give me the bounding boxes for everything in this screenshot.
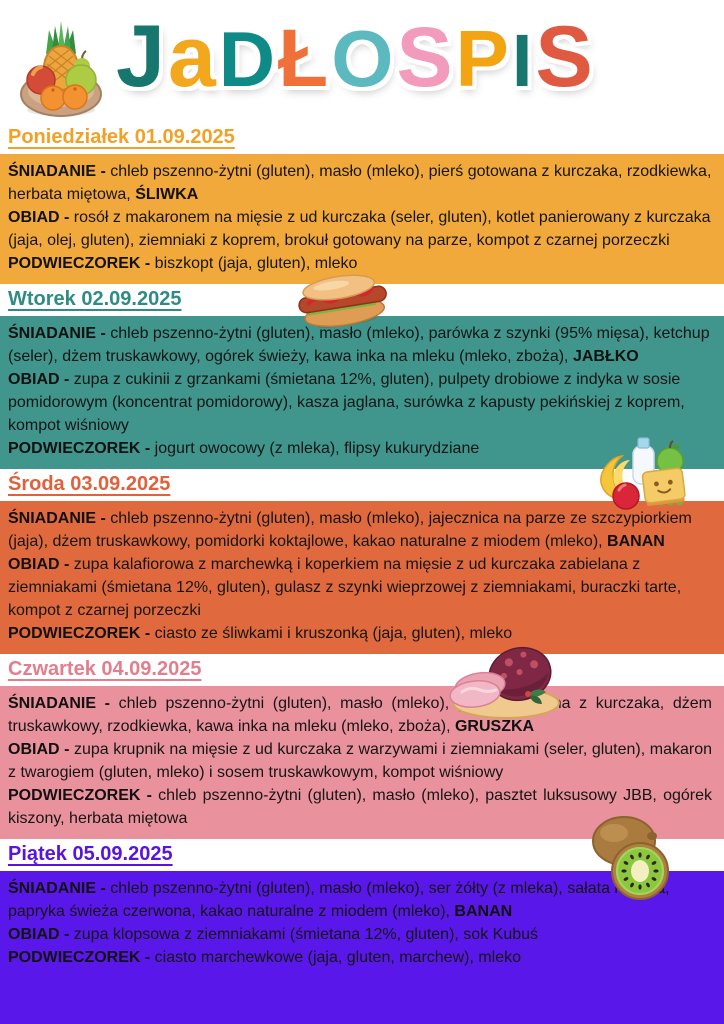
day-menu: ŚNIADANIE - chleb pszenno-żytni (gluten)…	[0, 154, 724, 284]
meal-lunch: OBIAD - zupa kalafiorowa z marchewką i k…	[8, 553, 712, 622]
meal-text: chleb pszenno-żytni (gluten), masło (mle…	[8, 510, 692, 550]
meal-text: rosół z makaronem na mięsie z ud kurczak…	[8, 209, 711, 249]
meal-text: zupa krupnik na mięsie z ud kurczaka z w…	[8, 741, 712, 781]
meal-text: zupa klopsowa z ziemniakami (śmietana 12…	[73, 926, 539, 943]
meal-label: OBIAD -	[8, 926, 74, 943]
title-letter: Ł	[278, 13, 332, 104]
meal-text: biszkopt (jaja, gluten), mleko	[154, 255, 358, 272]
title-letter: J	[116, 6, 168, 105]
day-menu: ŚNIADANIE - chleb pszenno-żytni (gluten)…	[0, 871, 724, 1024]
meal-snack: PODWIECZOREK - ciasto ze śliwkami i krus…	[8, 622, 712, 645]
title-letter: O	[331, 14, 397, 103]
meal-label: ŚNIADANIE -	[8, 695, 119, 712]
meal-highlight: BANAN	[454, 903, 513, 920]
meal-highlight: ŚLIWKA	[135, 186, 199, 203]
meal-snack: PODWIECZOREK - jogurt owocowy (z mleka),…	[8, 437, 712, 460]
meal-text: chleb pszenno-żytni (gluten), masło (mle…	[8, 325, 710, 365]
meal-text: chleb pszenno-żytni (gluten), masło (mle…	[8, 787, 712, 827]
breakfast-set-icon	[600, 437, 686, 510]
hotdog-icon	[298, 274, 387, 328]
meal-text: chleb pszenno-żytni (gluten), masło (mle…	[8, 695, 713, 735]
meal-label: PODWIECZOREK -	[8, 949, 155, 966]
ham-icon	[449, 646, 560, 719]
meal-label: OBIAD -	[8, 209, 74, 226]
day-menu: ŚNIADANIE - chleb pszenno-żytni (gluten)…	[0, 501, 724, 654]
meal-lunch: OBIAD - zupa z cukinii z grzankami (śmie…	[8, 368, 712, 437]
meal-text: ciasto marchewkowe (jaja, gluten, marche…	[154, 949, 522, 966]
title-letter: a	[167, 9, 219, 105]
meal-snack: PODWIECZOREK - chleb pszenno-żytni (glut…	[8, 784, 712, 830]
meal-lunch: OBIAD - rosół z makaronem na mięsie z ud…	[8, 206, 712, 252]
meal-text: ciasto ze śliwkami i kruszonką (jaja, gl…	[154, 625, 513, 642]
day-title: Poniedziałek 01.09.2025	[0, 122, 724, 154]
meal-text: chleb pszenno-żytni (gluten), masło (mle…	[8, 163, 712, 203]
meal-snack: PODWIECZOREK - biszkopt (jaja, gluten), …	[8, 252, 712, 275]
title-letter: P	[455, 14, 512, 103]
meal-breakfast: ŚNIADANIE - chleb pszenno-żytni (gluten)…	[8, 877, 712, 923]
meal-text: zupa kalafiorowa z marchewką i koperkiem…	[8, 556, 682, 619]
meal-highlight: JABŁKO	[572, 348, 639, 365]
day-section-tuesday: Wtorek 02.09.2025 ŚNIADANIE - chleb psze…	[0, 284, 724, 469]
meal-label: PODWIECZOREK -	[8, 787, 159, 804]
meal-label: ŚNIADANIE -	[8, 325, 111, 342]
meal-text: chleb pszenno-żytni (gluten), masło (mle…	[8, 880, 670, 920]
day-title: Czwartek 04.09.2025	[0, 654, 724, 686]
meal-lunch: OBIAD - zupa klopsowa z ziemniakami (śmi…	[8, 923, 712, 946]
kiwi-icon	[592, 816, 669, 900]
title-letter: D	[218, 15, 279, 103]
day-section-thursday: Czwartek 04.09.2025 ŚNIADANIE - chleb ps…	[0, 654, 724, 839]
meal-breakfast: ŚNIADANIE - chleb pszenno-żytni (gluten)…	[8, 160, 712, 206]
meal-text: jogurt owocowy (z mleka), flipsy kukuryd…	[154, 440, 480, 457]
meal-label: OBIAD -	[8, 556, 74, 573]
meal-lunch: OBIAD - zupa krupnik na mięsie z ud kurc…	[8, 738, 712, 784]
day-menu: ŚNIADANIE - chleb pszenno-żytni (gluten)…	[0, 686, 724, 839]
meal-label: OBIAD -	[8, 371, 74, 388]
fruit-basket-icon	[20, 21, 102, 117]
meal-snack: PODWIECZOREK - ciasto marchewkowe (jaja,…	[8, 946, 712, 969]
meal-breakfast: ŚNIADANIE - chleb pszenno-żytni (gluten)…	[8, 322, 712, 368]
meal-text: zupa z cukinii z grzankami (śmietana 12%…	[8, 371, 685, 434]
day-section-wednesday: Środa 03.09.2025 ŚNIADANIE - chleb pszen…	[0, 469, 724, 654]
meal-label: PODWIECZOREK -	[8, 625, 155, 642]
day-menu: ŚNIADANIE - chleb pszenno-żytni (gluten)…	[0, 316, 724, 469]
meal-highlight: BANAN	[607, 533, 665, 550]
meal-breakfast: ŚNIADANIE - chleb pszenno-żytni (gluten)…	[8, 692, 712, 738]
meal-label: ŚNIADANIE -	[8, 880, 111, 897]
day-section-monday: Poniedziałek 01.09.2025 ŚNIADANIE - chle…	[0, 122, 724, 284]
app-title: JaDŁOSPIS	[116, 0, 596, 118]
title-letter: S	[535, 9, 596, 105]
meal-label: PODWIECZOREK -	[8, 255, 155, 272]
title-letter: S	[396, 10, 456, 104]
meal-label: ŚNIADANIE -	[8, 510, 111, 527]
meal-highlight: GRUSZKA	[454, 718, 535, 735]
title-letter: I	[511, 19, 536, 102]
meal-label: OBIAD -	[8, 741, 74, 758]
meal-breakfast: ŚNIADANIE - chleb pszenno-żytni (gluten)…	[8, 507, 712, 553]
meal-label: PODWIECZOREK -	[8, 440, 155, 457]
day-section-friday: Piątek 05.09.2025 ŚNIADANIE - chleb psze…	[0, 839, 724, 1024]
header: JaDŁOSPIS	[0, 0, 724, 122]
meal-label: ŚNIADANIE -	[8, 163, 111, 180]
